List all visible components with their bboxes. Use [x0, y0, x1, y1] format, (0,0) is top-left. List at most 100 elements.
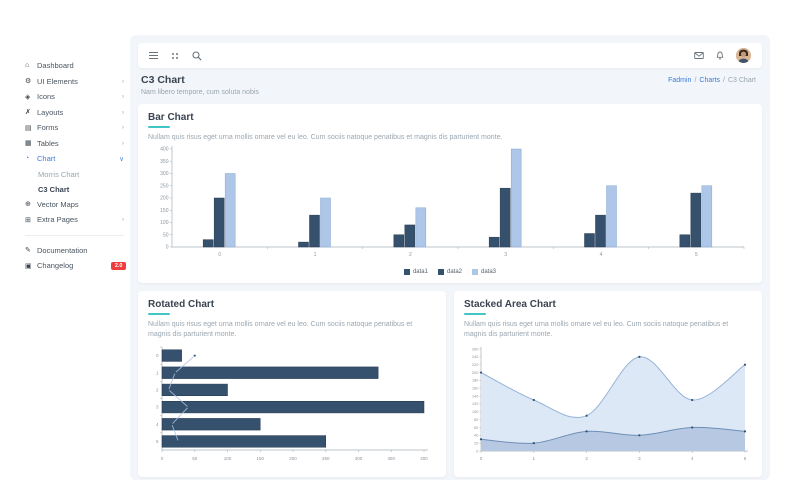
chart-icon: ◔ [25, 155, 30, 163]
mail-icon [694, 52, 704, 59]
sidebar-item-icons[interactable]: ◈ Icons › [25, 89, 130, 105]
documentation-icon: ✎ [25, 247, 31, 255]
vector-maps-icon: ⊕ [25, 201, 31, 209]
svg-text:4: 4 [600, 252, 603, 258]
svg-text:350: 350 [160, 159, 169, 165]
svg-text:140: 140 [472, 394, 478, 398]
sidebar-subitem-label: Morris Chart [38, 169, 80, 179]
tables-icon: ▦ [25, 140, 32, 148]
messages-button[interactable] [694, 51, 704, 60]
svg-text:5: 5 [695, 252, 698, 258]
card-title: Stacked Area Chart [464, 298, 556, 310]
menu-toggle-button[interactable] [149, 50, 158, 61]
svg-text:40: 40 [474, 433, 478, 437]
breadcrumb-link-fadmin[interactable]: Fadmin [668, 77, 696, 84]
svg-text:250: 250 [322, 456, 330, 461]
sidebar-subitem-c3-chart[interactable]: C3 Chart [25, 182, 130, 197]
top-navbar [138, 43, 762, 68]
svg-text:4: 4 [691, 456, 694, 461]
ui-elements-icon: ⚙ [25, 78, 32, 86]
chevron-right-icon: › [121, 139, 124, 147]
sidebar-item-label: Changelog [37, 261, 74, 271]
sidebar-item-extra-pages[interactable]: ⊞ Extra Pages › [25, 212, 130, 228]
breadcrumb-current: C3 Chart [727, 77, 756, 84]
svg-text:5: 5 [744, 456, 747, 461]
sidebar: ⌂ Dashboard ⚙ UI Elements › ◈ Icons › ✗ … [25, 58, 130, 274]
chevron-down-icon: ∨ [119, 155, 124, 163]
sidebar-item-changelog[interactable]: ▣ Changelog 2.0 [25, 258, 130, 274]
sidebar-subitem-label: C3 Chart [38, 184, 70, 194]
svg-text:0: 0 [156, 353, 159, 358]
svg-text:240: 240 [472, 355, 478, 359]
svg-text:60: 60 [474, 426, 478, 430]
sidebar-item-dashboard[interactable]: ⌂ Dashboard [25, 58, 130, 74]
svg-text:350: 350 [387, 456, 395, 461]
stacked-area-chart-canvas: 0 20 40 60 80 100 120 140 160 180 200 220 240 260 0 1 2 3… [472, 346, 748, 461]
svg-text:0: 0 [166, 244, 169, 250]
card-description: Nullam quis risus eget urna mollis ornar… [464, 321, 729, 339]
sidebar-item-label: Extra Pages [37, 215, 78, 225]
sidebar-item-ui-elements[interactable]: ⚙ UI Elements › [25, 74, 130, 90]
svg-text:400: 400 [160, 146, 169, 152]
sidebar-item-label: Vector Maps [37, 199, 79, 209]
page-header: C3 Chart Nam libero tempore, cum soluta … [141, 74, 759, 96]
svg-text:100: 100 [472, 410, 478, 414]
sidebar-item-tables[interactable]: ▦ Tables › [25, 136, 130, 152]
svg-text:150: 150 [160, 208, 169, 214]
svg-text:3: 3 [504, 252, 507, 258]
svg-text:0: 0 [480, 456, 483, 461]
svg-text:0: 0 [476, 449, 478, 453]
svg-text:200: 200 [472, 371, 478, 375]
sidebar-item-chart[interactable]: ◔ Chart ∨ [25, 151, 130, 167]
svg-text:180: 180 [472, 379, 478, 383]
svg-text:300: 300 [355, 456, 363, 461]
sidebar-item-documentation[interactable]: ✎ Documentation [25, 243, 130, 259]
svg-text:3: 3 [156, 405, 159, 410]
legend-label: data3 [481, 268, 497, 275]
sidebar-item-vector-maps[interactable]: ⊕ Vector Maps [25, 197, 130, 213]
title-accent [464, 313, 486, 316]
svg-text:50: 50 [163, 232, 169, 238]
legend-item-data3[interactable]: data3 [472, 268, 497, 275]
card-title: Bar Chart [148, 111, 194, 123]
chevron-right-icon: › [121, 77, 124, 85]
breadcrumb-link-charts[interactable]: Charts [699, 77, 725, 84]
user-avatar[interactable] [736, 48, 751, 63]
legend-label: data2 [446, 268, 462, 275]
legend-item-data2[interactable]: data2 [437, 268, 462, 275]
svg-text:2: 2 [585, 456, 588, 461]
svg-text:0: 0 [161, 456, 164, 461]
title-accent [148, 126, 170, 128]
sidebar-item-layouts[interactable]: ✗ Layouts › [25, 105, 130, 121]
sidebar-subitem-morris-chart[interactable]: Morris Chart [25, 167, 130, 182]
extra-pages-icon: ⊞ [25, 216, 31, 224]
svg-text:3: 3 [638, 456, 641, 461]
svg-text:150: 150 [256, 456, 264, 461]
sidebar-item-label: Dashboard [37, 61, 74, 71]
bar-chart-canvas: 0 50 100 150 200 250 300 350 400 0 1 2 3 4 5 [160, 145, 745, 258]
sidebar-item-label: Documentation [37, 245, 88, 255]
legend-item-data1[interactable]: data1 [403, 268, 428, 275]
bottom-cards-row: Rotated Chart Nullam quis risus eget urn… [138, 290, 762, 477]
svg-text:1: 1 [314, 252, 317, 258]
legend-swatch [472, 268, 478, 275]
svg-text:2: 2 [156, 387, 159, 392]
dashboard-icon: ⌂ [25, 62, 30, 70]
chevron-right-icon: › [121, 124, 124, 132]
notifications-button[interactable] [715, 51, 725, 61]
search-button[interactable] [192, 50, 202, 61]
page-subtitle: Nam libero tempore, cum soluta nobis [141, 88, 259, 96]
svg-text:0: 0 [218, 252, 221, 258]
bell-icon [716, 51, 724, 60]
grid-dots-icon [171, 51, 179, 60]
rotated-chart-canvas: 0 50 100 150 200 250 300 350 400 0 1 2 3 4 5 [156, 346, 428, 461]
main-content: C3 Chart Nam libero tempore, cum soluta … [130, 35, 770, 480]
svg-text:1: 1 [156, 370, 159, 375]
svg-text:400: 400 [420, 456, 428, 461]
svg-text:4: 4 [156, 422, 159, 427]
svg-text:160: 160 [472, 386, 478, 390]
svg-text:220: 220 [472, 363, 478, 367]
sidebar-item-forms[interactable]: ▤ Forms › [25, 120, 130, 136]
apps-grid-button[interactable] [171, 51, 179, 60]
svg-text:1: 1 [533, 456, 536, 461]
